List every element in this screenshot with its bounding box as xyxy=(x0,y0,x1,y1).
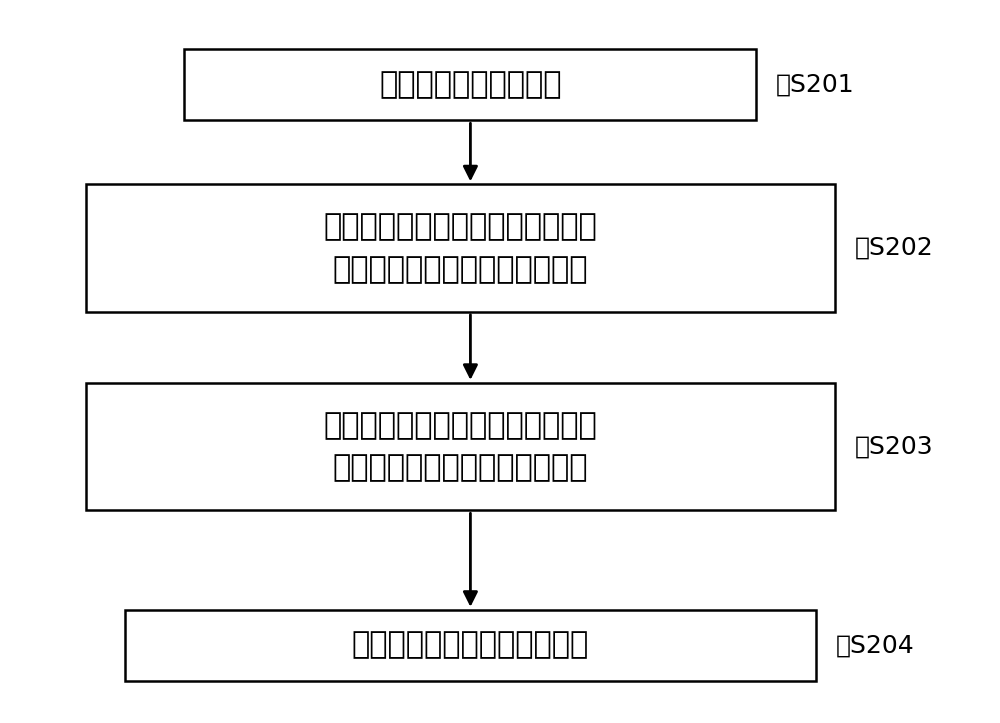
Text: 时间相对应的预设精度检测时间: 时间相对应的预设精度检测时间 xyxy=(333,254,588,284)
Text: 从预设的数据库中查询与实际同步: 从预设的数据库中查询与实际同步 xyxy=(324,213,597,241)
Text: ～S202: ～S202 xyxy=(855,236,934,260)
Text: 生成授时精度推送指令并执行: 生成授时精度推送指令并执行 xyxy=(352,630,589,659)
Text: 若实际同步时间达到预设精度检测: 若实际同步时间达到预设精度检测 xyxy=(324,411,597,440)
Text: ～S201: ～S201 xyxy=(776,73,855,97)
FancyBboxPatch shape xyxy=(184,49,756,121)
Text: ～S204: ～S204 xyxy=(835,633,914,657)
Text: 实时获取实际同步时间: 实时获取实际同步时间 xyxy=(379,70,562,100)
FancyBboxPatch shape xyxy=(125,609,816,680)
FancyBboxPatch shape xyxy=(86,184,835,312)
FancyBboxPatch shape xyxy=(86,382,835,510)
Text: ～S203: ～S203 xyxy=(855,435,934,458)
Text: 时间，则获取实际卫星授时精度: 时间，则获取实际卫星授时精度 xyxy=(333,453,588,482)
